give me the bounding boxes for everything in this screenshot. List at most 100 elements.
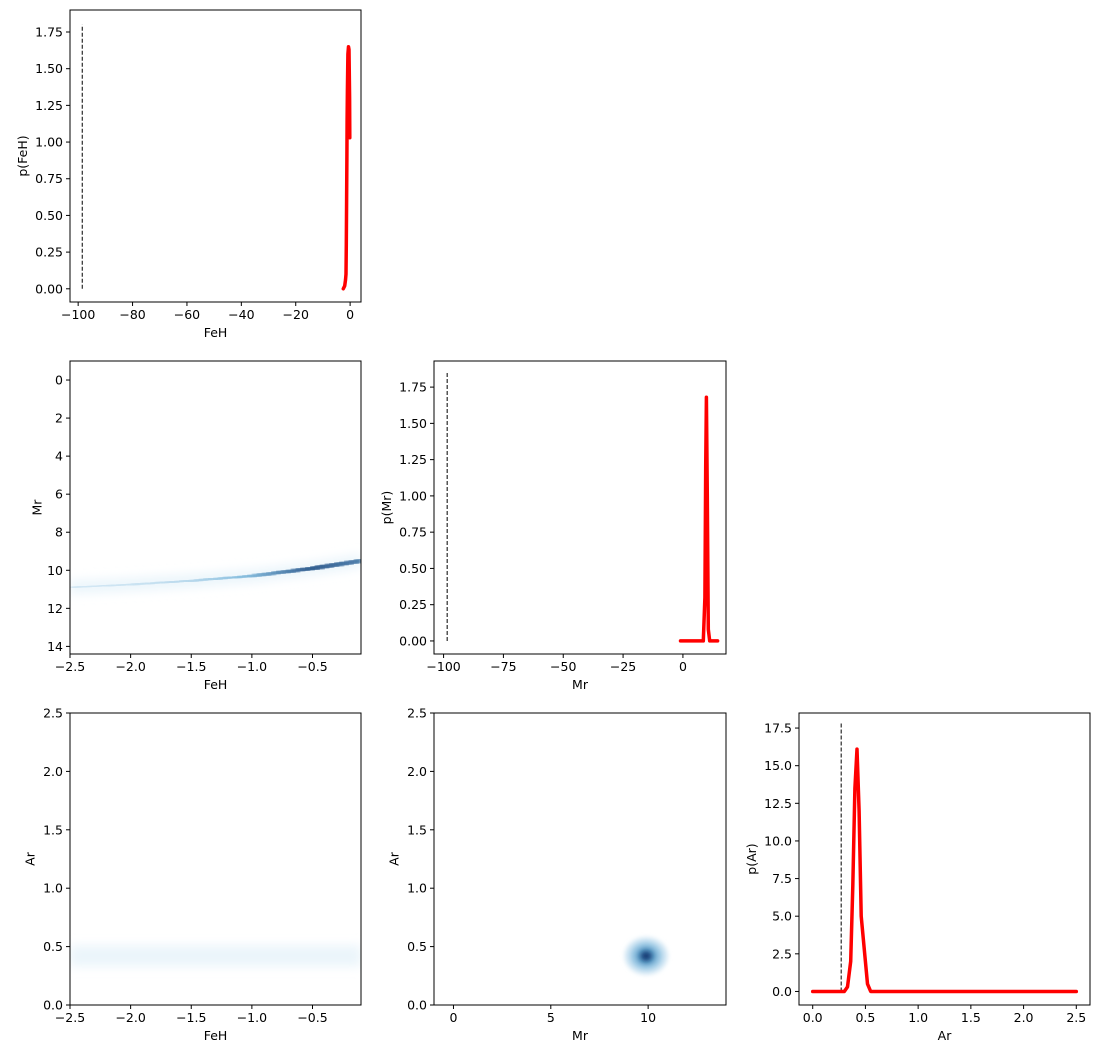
x-tick-label: −80 xyxy=(119,307,145,322)
plot-area xyxy=(446,372,720,643)
y-tick-label: 1.5 xyxy=(43,822,63,837)
series-line xyxy=(341,44,352,291)
x-tick-label: 0 xyxy=(679,659,687,674)
x-tick-label: −1.5 xyxy=(176,1010,206,1025)
y-tick-label: 0.25 xyxy=(35,245,63,260)
y-tick-label: 7.5 xyxy=(772,871,792,886)
plot-area xyxy=(624,937,668,975)
y-axis-label: Ar xyxy=(386,851,401,866)
x-tick-label: −75 xyxy=(490,659,516,674)
y-tick-label: 1.25 xyxy=(35,98,63,113)
x-tick-label: −1.0 xyxy=(237,659,267,674)
y-tick-label: 4 xyxy=(55,449,63,464)
y-tick-label: 12 xyxy=(47,601,63,616)
y-tick-label: 0.50 xyxy=(399,561,427,576)
panel-p_feh: −100 −80 −60 −40 −20 0 0.00 0.25 0.50 0.75 1.00 1.2… xyxy=(15,9,362,340)
x-tick-label: 2.0 xyxy=(1014,1010,1034,1025)
series-line xyxy=(678,395,720,643)
y-tick-label: 2 xyxy=(55,411,63,426)
axes-frame xyxy=(69,712,362,1006)
x-axis-label: Mr xyxy=(572,1028,589,1043)
x-tick-label: −100 xyxy=(426,659,460,674)
y-tick-label: 2.0 xyxy=(407,764,427,779)
y-tick-label: 1.75 xyxy=(35,25,63,40)
panel-feh_ar: −2.5 −2.0 −1.5 −1.0 −0.5 0.0 0.5 1.0 1.5 2.0 2.5 Fe… xyxy=(22,706,362,1043)
y-tick-label: 8 xyxy=(55,525,63,540)
panel-p_ar: 0.0 0.5 1.0 1.5 2.0 2.5 0.0 2.5 5.0 7.5 10.0 12.5 15… xyxy=(744,712,1091,1043)
y-axis-label: Mr xyxy=(30,499,45,516)
density-blob xyxy=(640,951,652,961)
density-halo xyxy=(70,554,361,595)
y-tick-label: 0.75 xyxy=(35,171,63,186)
y-tick-label: 1.00 xyxy=(399,488,427,503)
plot-area xyxy=(81,24,352,291)
y-tick-label: 0.75 xyxy=(399,525,427,540)
y-tick-label: 12.5 xyxy=(764,796,792,811)
axes-frame xyxy=(433,360,727,655)
y-tick-label: 1.50 xyxy=(399,416,427,431)
x-tick-label: 10 xyxy=(640,1010,656,1025)
y-tick-label: 1.00 xyxy=(35,135,63,150)
x-tick-label: −1.0 xyxy=(237,1010,267,1025)
panel-p_mr: −100 −75 −50 −25 0 0.00 0.25 0.50 0.75 1.00 1.25 1.… xyxy=(379,360,727,692)
y-tick-label: 1.50 xyxy=(35,61,63,76)
y-tick-label: 17.5 xyxy=(764,721,792,736)
x-axis-label: Ar xyxy=(938,1028,953,1043)
axes-frame xyxy=(69,360,362,655)
x-tick-label: 0.0 xyxy=(803,1010,823,1025)
x-tick-label: 1.5 xyxy=(961,1010,981,1025)
series-line xyxy=(810,747,1079,994)
y-tick-label: 0.00 xyxy=(35,281,63,296)
y-tick-label: 0.0 xyxy=(407,998,427,1013)
axes-frame xyxy=(798,712,1091,1006)
x-tick-label: −20 xyxy=(283,307,309,322)
x-tick-label: 0 xyxy=(449,1010,457,1025)
y-tick-label: 1.0 xyxy=(407,881,427,896)
x-tick-label: 0.5 xyxy=(855,1010,875,1025)
y-tick-label: 0.0 xyxy=(772,984,792,999)
plot-area xyxy=(70,554,361,595)
x-tick-label: −2.5 xyxy=(55,659,85,674)
x-tick-label: −2.0 xyxy=(115,1010,145,1025)
x-tick-label: −2.5 xyxy=(55,1010,85,1025)
y-tick-label: 2.5 xyxy=(772,946,792,961)
density-cell xyxy=(353,557,361,565)
y-tick-label: 0.25 xyxy=(399,597,427,612)
x-axis-label: FeH xyxy=(204,325,228,340)
y-tick-label: 0.00 xyxy=(399,633,427,648)
x-tick-label: −100 xyxy=(61,307,95,322)
y-axis-label: p(Ar) xyxy=(744,843,759,874)
y-tick-label: 0.5 xyxy=(43,939,63,954)
y-tick-label: 15.0 xyxy=(764,758,792,773)
y-tick-label: 2.0 xyxy=(43,764,63,779)
x-tick-label: −40 xyxy=(228,307,254,322)
y-axis-label: p(Mr) xyxy=(379,491,394,525)
y-tick-label: 0 xyxy=(55,373,63,388)
x-tick-label: −2.0 xyxy=(115,659,145,674)
y-tick-label: 5.0 xyxy=(772,909,792,924)
y-axis-label: Ar xyxy=(22,851,37,866)
x-axis-label: FeH xyxy=(204,1028,228,1043)
panel-mr_ar: 0 5 10 0.0 0.5 1.0 1.5 2.0 2.5 Mr Ar xyxy=(386,706,727,1043)
y-tick-label: 1.75 xyxy=(399,380,427,395)
x-axis-label: Mr xyxy=(572,677,589,692)
x-tick-label: 5 xyxy=(547,1010,555,1025)
x-tick-label: 0 xyxy=(346,307,354,322)
y-tick-label: 2.5 xyxy=(43,706,63,721)
x-axis-label: FeH xyxy=(204,677,228,692)
x-tick-label: 1.0 xyxy=(908,1010,928,1025)
x-tick-label: −60 xyxy=(174,307,200,322)
x-tick-label: −25 xyxy=(610,659,636,674)
x-tick-label: −50 xyxy=(550,659,576,674)
plot-area xyxy=(70,945,361,967)
axes-frame xyxy=(433,712,727,1006)
panel-feh_mr: −2.5 −2.0 −1.5 −1.0 −0.5 0 2 4 6 8 10 12 14 FeH Mr xyxy=(30,360,362,692)
y-tick-label: 10.0 xyxy=(764,833,792,848)
y-tick-label: 0.50 xyxy=(35,208,63,223)
y-tick-label: 6 xyxy=(55,487,63,502)
y-axis-label: p(FeH) xyxy=(15,135,30,176)
x-tick-label: −0.5 xyxy=(297,1010,327,1025)
plot-area xyxy=(810,723,1079,994)
y-tick-label: 2.5 xyxy=(407,706,427,721)
